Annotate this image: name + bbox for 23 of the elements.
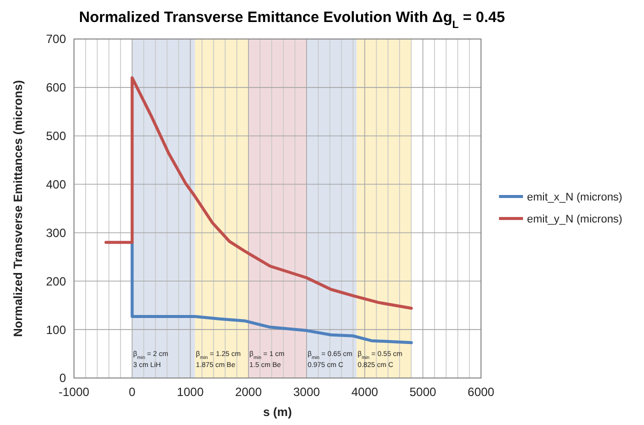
y-tick-label: 700 [46,32,66,46]
y-tick-label: 200 [46,274,66,288]
line-series [130,240,413,344]
y-tick-label: 600 [46,80,66,95]
legend-label: emit_x_N (microns) [527,191,622,204]
line-series [104,76,413,310]
x-tick-label: 2000 [235,385,262,399]
x-tick-label: 6000 [468,385,495,399]
y-tick-label: 100 [46,322,66,337]
x-tick-label: 5000 [410,385,437,399]
x-tick-label: 1000 [176,385,204,399]
x-tick-label: 3000 [293,385,320,399]
y-tick-label: 300 [46,226,66,240]
x-tick-label: -1000 [58,385,90,399]
x-tick-label: 4000 [351,385,378,399]
x-axis-title: s (m) [263,405,292,419]
y-tick-label: 400 [46,177,66,192]
chart-title: Normalized Transverse Emittance Evolution With Δg$_{L}$ = 0.45 [79,9,505,31]
y-tick-label: 0 [59,371,66,386]
y-tick-label: 500 [46,129,66,144]
x-tick-label: 0 [128,385,136,399]
y-axis-title: Normalized Transverse Emittances (microns) [11,80,25,337]
legend-label: emit_y_N (microns) [527,213,622,226]
